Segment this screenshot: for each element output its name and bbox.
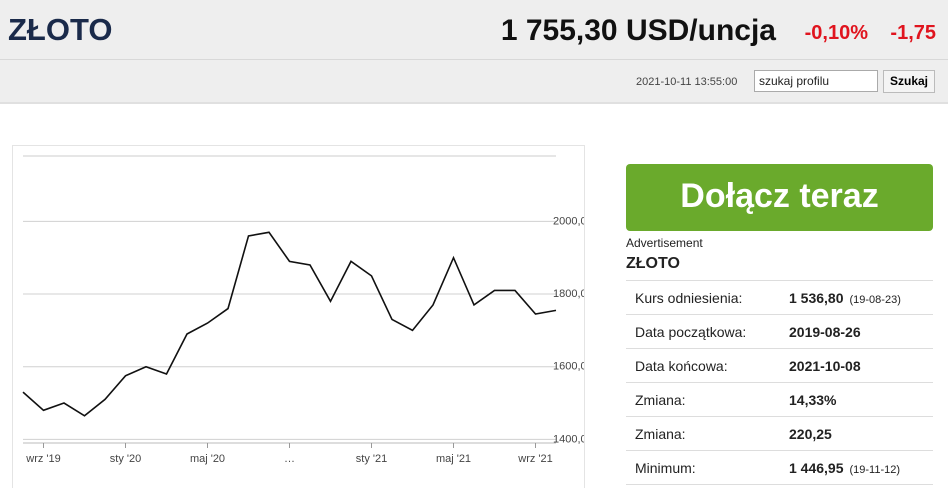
- x-tick-label: wrz '19: [25, 453, 61, 465]
- row-value: 220,25: [789, 426, 832, 442]
- row-label: Data końcowa:: [635, 358, 728, 374]
- y-tick-label: 1600,00: [553, 361, 584, 373]
- change-pct: -0,10%: [804, 22, 868, 44]
- y-tick-label: 2000,00: [553, 215, 584, 227]
- change-abs: -1,75: [890, 22, 936, 44]
- price: 1 755,30 USD/uncja: [500, 14, 776, 47]
- row-date: (19-11-12): [849, 464, 901, 476]
- row-label: Data początkowa:: [635, 324, 747, 340]
- chart-box: 1400,00 1600,00 1800,00 2000,00 wrz '19 sty '…: [12, 145, 593, 488]
- stats-row: Data końcowa: 2021-10-08: [626, 349, 933, 383]
- chart: 1400,00 1600,00 1800,00 2000,00 wrz '19 sty '…: [22, 155, 593, 465]
- title: ZŁOTO: [8, 12, 113, 47]
- row-label: Kurs odniesienia:: [635, 290, 743, 306]
- join-button[interactable]: Dołącz teraz: [626, 164, 933, 231]
- row-label: Minimum:: [635, 460, 696, 476]
- header: ZŁOTO 1 755,30 USD/uncja -0,10% -1,75 20…: [0, 0, 948, 104]
- price-line: [22, 231, 557, 417]
- stats-row: Minimum: 1 446,95 (19-11-12): [626, 451, 933, 485]
- row-value: 2019-08-26: [789, 324, 861, 340]
- x-tick-label: …: [284, 453, 295, 465]
- x-tick-label: wrz '21: [517, 453, 553, 465]
- row-date: (19-08-23): [849, 294, 901, 306]
- row-value: 14,33%: [789, 392, 837, 408]
- stats-row: Data początkowa: 2019-08-26: [626, 315, 933, 349]
- stats-row: Zmiana: 14,33%: [626, 383, 933, 417]
- row-value: 1 536,80: [789, 290, 844, 306]
- stats-row: Kurs odniesienia: 1 536,80 (19-08-23): [626, 281, 933, 315]
- y-tick-label: 1400,00: [553, 433, 584, 445]
- stats-table: Kurs odniesienia: 1 536,80 (19-08-23) Data …: [626, 280, 933, 485]
- search-input[interactable]: szukaj profilu: [754, 70, 878, 92]
- search-button[interactable]: Szukaj: [883, 70, 935, 93]
- separator: [0, 59, 948, 60]
- x-tick-label: maj '20: [190, 453, 225, 465]
- x-tick-label: sty '20: [110, 453, 141, 465]
- timestamp: 2021-10-11 13:55:00: [636, 76, 738, 88]
- row-label: Zmiana:: [635, 426, 686, 442]
- x-tick-label: maj '21: [436, 453, 471, 465]
- stats-row: Zmiana: 220,25: [626, 417, 933, 451]
- sidebar-title: ZŁOTO: [626, 255, 680, 272]
- row-label: Zmiana:: [635, 392, 686, 408]
- row-value: 2021-10-08: [789, 358, 861, 374]
- ad-label: Advertisement: [626, 236, 703, 250]
- row-value: 1 536,80 (19-08-23): [789, 290, 901, 306]
- row-value: 1 446,95: [789, 460, 844, 476]
- y-tick-label: 1800,00: [553, 288, 584, 300]
- row-value: 1 446,95 (19-11-12): [789, 460, 900, 476]
- x-tick-label: sty '21: [356, 453, 387, 465]
